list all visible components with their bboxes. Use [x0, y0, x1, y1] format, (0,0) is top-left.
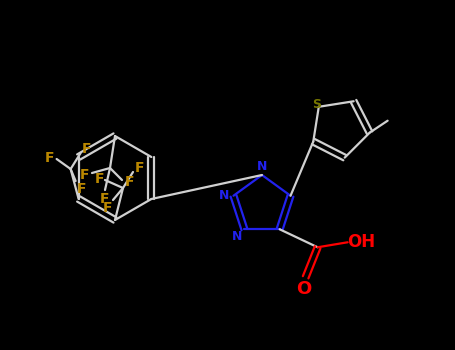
Text: F: F [94, 172, 104, 186]
Text: F: F [124, 175, 134, 189]
Text: S: S [312, 98, 321, 111]
Text: N: N [232, 230, 243, 243]
Text: F: F [82, 142, 91, 156]
Text: N: N [219, 189, 230, 202]
Text: O: O [296, 280, 311, 298]
Text: F: F [77, 182, 86, 196]
Text: F: F [134, 161, 144, 175]
Text: F: F [80, 168, 90, 182]
Text: F: F [45, 151, 55, 165]
Text: OH: OH [348, 233, 376, 251]
Text: F: F [102, 201, 112, 215]
Text: F: F [100, 192, 110, 206]
Text: N: N [257, 160, 267, 173]
